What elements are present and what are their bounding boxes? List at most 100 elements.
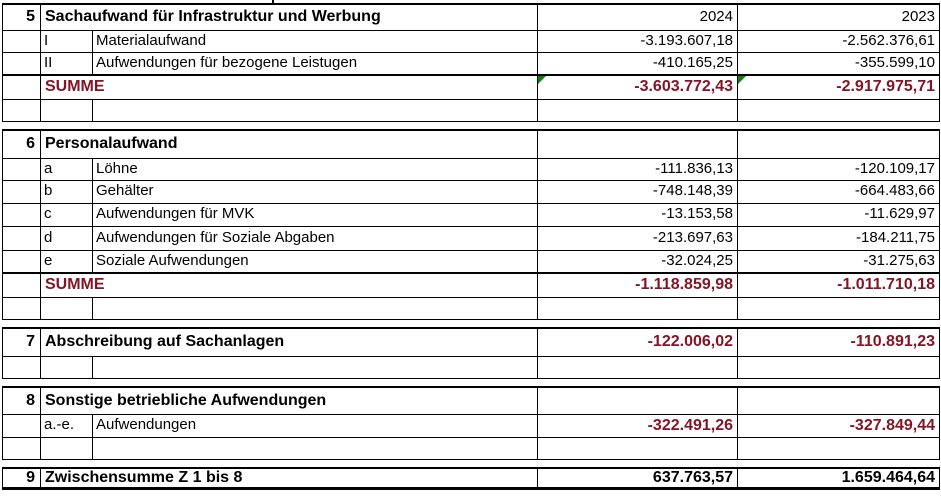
cell-blank[interactable] [40, 98, 93, 122]
cell-summe6-label[interactable]: SUMME [40, 272, 538, 298]
cell-ae-code[interactable]: a.-e. [40, 413, 93, 438]
cell-d-2023[interactable]: -184.211,75 [737, 225, 940, 251]
cell-ae-2023[interactable]: -327.849,44 [737, 413, 940, 438]
cell-b-label[interactable]: Gehälter [92, 179, 538, 204]
cell-blank[interactable] [40, 436, 93, 460]
row-summe-6: SUMME -1.118.859,98 -1.011.710,18 [2, 272, 940, 298]
cell-blank[interactable] [537, 296, 738, 320]
cell-blank[interactable] [737, 98, 940, 122]
cell-a-label[interactable]: Löhne [92, 157, 538, 181]
cell-8-2023[interactable] [737, 386, 940, 415]
cell-blank[interactable] [2, 355, 41, 379]
row-spacer [3, 121, 940, 130]
cell-d-blank[interactable] [2, 225, 41, 251]
cell-I-2024[interactable]: -3.193.607,18 [537, 29, 738, 53]
cell-d-label[interactable]: Aufwendungen für Soziale Abgaben [92, 225, 538, 251]
error-indicator-triangle-2023 [738, 77, 746, 84]
cell-7-num[interactable]: 7 [2, 327, 41, 357]
cell-blank[interactable] [2, 296, 41, 320]
cell-a-2023[interactable]: -120.109,17 [737, 157, 940, 181]
cell-9-num[interactable]: 9 [2, 466, 41, 490]
cell-blank[interactable] [2, 98, 41, 122]
cell-blank[interactable] [92, 355, 538, 379]
cell-blank[interactable] [2, 436, 41, 460]
cell-II-blank[interactable] [2, 51, 41, 76]
cell-8-2024[interactable] [537, 386, 738, 415]
cell-9-2024[interactable]: 637.763,57 [537, 466, 738, 490]
cell-a-code[interactable]: a [40, 157, 93, 181]
cell-7-2023[interactable]: -110.891,23 [737, 327, 940, 357]
cell-blank[interactable] [40, 296, 93, 320]
row-item-e: e Soziale Aufwendungen -32.024,25 -31.27… [2, 249, 940, 274]
cell-e-2024[interactable]: -32.024,25 [537, 249, 738, 274]
row-section-7: 7 Abschreibung auf Sachanlagen -122.006,… [2, 327, 940, 357]
row-section-8: 8 Sonstige betriebliche Aufwendungen [2, 386, 940, 415]
cell-6-2024[interactable] [537, 129, 738, 159]
row-summe-5: SUMME -3.603.772,43 -2.917.975,71 [2, 74, 940, 100]
cell-blank[interactable] [737, 355, 940, 379]
cell-summe5-2023[interactable]: -2.917.975,71 [737, 74, 940, 100]
cell-7-2024[interactable]: -122.006,02 [537, 327, 738, 357]
cell-summe5-label[interactable]: SUMME [40, 74, 538, 100]
cell-6-label[interactable]: Personalaufwand [40, 129, 538, 159]
cell-I-blank[interactable] [2, 29, 41, 53]
cell-9-label[interactable]: Zwischensumme Z 1 bis 8 [40, 466, 538, 490]
cell-year-2024-header[interactable]: 2024 [537, 3, 738, 31]
cell-b-2023[interactable]: -664.483,66 [737, 179, 940, 204]
cell-e-code[interactable]: e [40, 249, 93, 274]
cell-I-label[interactable]: Materialaufwand [92, 29, 538, 53]
cell-5-label[interactable]: Sachaufwand für Infrastruktur und Werbun… [40, 3, 538, 31]
cell-7-label[interactable]: Abschreibung auf Sachanlagen [40, 327, 538, 357]
cell-blank[interactable] [737, 436, 940, 460]
cell-e-blank[interactable] [2, 249, 41, 274]
cell-blank[interactable] [537, 436, 738, 460]
cell-I-code[interactable]: I [40, 29, 93, 53]
cell-8-num[interactable]: 8 [2, 386, 41, 415]
financial-table: 5 Sachaufwand für Infrastruktur und Werb… [2, 3, 940, 490]
cell-II-label[interactable]: Aufwendungen für bezogene Leistugen [92, 51, 538, 76]
cell-a-2024[interactable]: -111.836,13 [537, 157, 738, 181]
cell-summe6-blank[interactable] [2, 272, 41, 298]
cell-e-2023[interactable]: -31.275,63 [737, 249, 940, 274]
cell-b-blank[interactable] [2, 179, 41, 204]
cell-II-2024[interactable]: -410.165,25 [537, 51, 738, 76]
cell-c-2024[interactable]: -13.153,58 [537, 202, 738, 227]
cell-8-label[interactable]: Sonstige betriebliche Aufwendungen [40, 386, 538, 415]
cell-blank[interactable] [737, 296, 940, 320]
cell-blank[interactable] [92, 436, 538, 460]
cell-I-2023[interactable]: -2.562.376,61 [737, 29, 940, 53]
spacer-cell [3, 378, 940, 387]
cell-d-code[interactable]: d [40, 225, 93, 251]
cell-blank[interactable] [537, 98, 738, 122]
cell-summe5-2023-value: -2.917.975,71 [836, 78, 935, 96]
cell-ae-2024[interactable]: -322.491,26 [537, 413, 738, 438]
cell-c-label[interactable]: Aufwendungen für MVK [92, 202, 538, 227]
cell-b-code[interactable]: b [40, 179, 93, 204]
cell-ae-label[interactable]: Aufwendungen [92, 413, 538, 438]
cell-summe6-2023[interactable]: -1.011.710,18 [737, 272, 940, 298]
cell-9-2023[interactable]: 1.659.464,64 [737, 466, 940, 490]
cell-a-blank[interactable] [2, 157, 41, 181]
cell-d-2024[interactable]: -213.697,63 [537, 225, 738, 251]
cell-summe5-blank[interactable] [2, 74, 41, 100]
cell-e-label[interactable]: Soziale Aufwendungen [92, 249, 538, 274]
cell-c-2023[interactable]: -11.629,97 [737, 202, 940, 227]
row-blank [2, 98, 940, 122]
cell-blank[interactable] [92, 98, 538, 122]
cell-c-code[interactable]: c [40, 202, 93, 227]
cell-b-2024[interactable]: -748.148,39 [537, 179, 738, 204]
cell-blank[interactable] [40, 355, 93, 379]
cell-summe6-2024[interactable]: -1.118.859,98 [537, 272, 738, 298]
cell-II-2023[interactable]: -355.599,10 [737, 51, 940, 76]
cell-II-code[interactable]: II [40, 51, 93, 76]
cell-6-num[interactable]: 6 [2, 129, 41, 159]
cell-blank[interactable] [537, 355, 738, 379]
cell-6-2023[interactable] [737, 129, 940, 159]
cell-c-blank[interactable] [2, 202, 41, 227]
cell-ae-blank[interactable] [2, 413, 41, 438]
cell-summe5-2024-value: -3.603.772,43 [634, 78, 733, 96]
cell-5-num[interactable]: 5 [2, 3, 41, 31]
cell-blank[interactable] [92, 296, 538, 320]
cell-summe5-2024[interactable]: -3.603.772,43 [537, 74, 738, 100]
cell-year-2023-header[interactable]: 2023 [737, 3, 940, 31]
